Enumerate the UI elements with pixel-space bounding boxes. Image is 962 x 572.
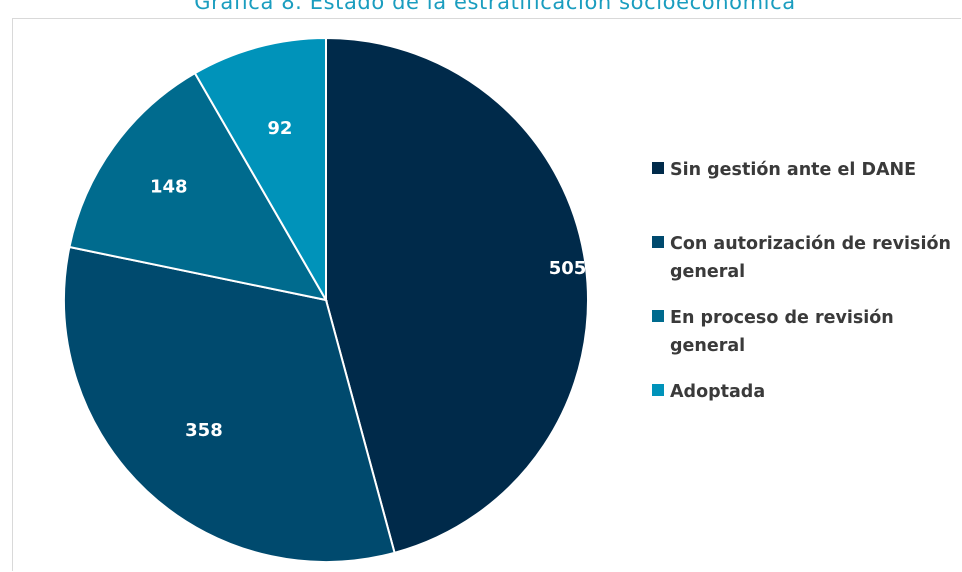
legend-swatch-con-autorizacion [652,236,664,248]
chart-frame [12,18,961,571]
legend-swatch-adoptada [652,384,664,396]
legend-label-adoptada: Adoptada [670,382,766,402]
legend-swatch-sin-gestion [652,162,664,174]
legend-label-sin-gestion: Sin gestión ante el DANE [670,160,917,180]
pie-slice-con-autorizacion [63,245,396,563]
legend-item-en-proceso: En proceso de revisión general [652,304,960,360]
legend-swatch-en-proceso [652,310,664,322]
legend-label-con-autorizacion: Con autorización de revisión general [670,234,951,282]
pie-slice-sin-gestion [325,36,589,555]
pie-slice-adoptada [193,36,327,304]
legend-label-en-proceso: En proceso de revisión general [670,308,894,356]
legend-item-con-autorizacion: Con autorización de revisión general [652,230,960,286]
legend-item-adoptada: Adoptada [652,378,960,406]
data-label-sin-gestion: 505 [549,258,587,279]
legend-item-sin-gestion: Sin gestión ante el DANE [652,156,960,184]
data-label-adoptada: 92 [267,118,292,139]
chart-title: Gráfica 8. Estado de la estratificación … [194,0,796,14]
data-label-con-autorizacion: 358 [185,420,223,441]
pie-slice-en-proceso [68,71,328,302]
data-label-en-proceso: 148 [150,177,188,198]
